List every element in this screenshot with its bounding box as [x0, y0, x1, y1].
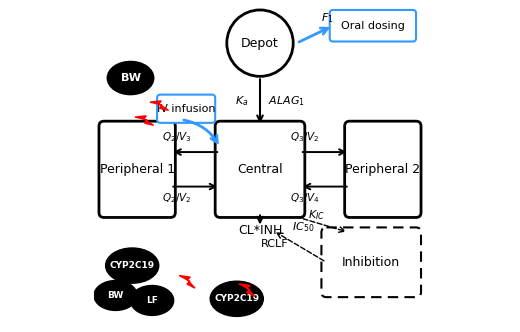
Text: Inhibition: Inhibition [342, 256, 400, 269]
Text: $K_{IC}$: $K_{IC}$ [308, 208, 325, 222]
FancyBboxPatch shape [345, 121, 421, 217]
FancyBboxPatch shape [99, 121, 175, 217]
Text: $Q_2/V_3$: $Q_2/V_3$ [162, 130, 192, 144]
Text: $IC_{50}$: $IC_{50}$ [292, 220, 314, 234]
Text: $K_a$: $K_a$ [235, 94, 249, 108]
Text: CYP2C19: CYP2C19 [214, 294, 259, 303]
Ellipse shape [106, 248, 159, 283]
Polygon shape [239, 284, 255, 296]
Text: BW: BW [108, 291, 124, 300]
Text: Peripheral 1: Peripheral 1 [100, 163, 175, 176]
FancyBboxPatch shape [215, 121, 305, 217]
Ellipse shape [107, 61, 154, 95]
FancyBboxPatch shape [157, 95, 215, 123]
Polygon shape [150, 101, 168, 110]
Text: $Q_3/V_4$: $Q_3/V_4$ [290, 191, 320, 205]
Text: LF: LF [146, 296, 158, 305]
Text: $F_1$: $F_1$ [321, 11, 334, 25]
FancyBboxPatch shape [321, 227, 421, 297]
Text: Central: Central [237, 163, 283, 176]
Text: $Q_2/V_2$: $Q_2/V_2$ [162, 191, 192, 205]
Ellipse shape [131, 286, 174, 315]
Ellipse shape [94, 281, 137, 310]
Text: RCLF: RCLF [261, 239, 289, 249]
Text: $ALAG_1$: $ALAG_1$ [268, 94, 305, 108]
Polygon shape [135, 116, 153, 125]
Text: CL*INH: CL*INH [238, 224, 282, 237]
Text: BW: BW [121, 73, 140, 83]
Text: CYP2C19: CYP2C19 [110, 261, 155, 270]
Text: IV infusion: IV infusion [157, 104, 215, 114]
Text: Peripheral 2: Peripheral 2 [345, 163, 420, 176]
Ellipse shape [210, 281, 263, 316]
Text: $Q_3/V_2$: $Q_3/V_2$ [290, 130, 320, 144]
Polygon shape [179, 276, 195, 288]
Text: Oral dosing: Oral dosing [341, 21, 405, 31]
FancyBboxPatch shape [330, 10, 416, 42]
Text: Depot: Depot [241, 37, 279, 50]
